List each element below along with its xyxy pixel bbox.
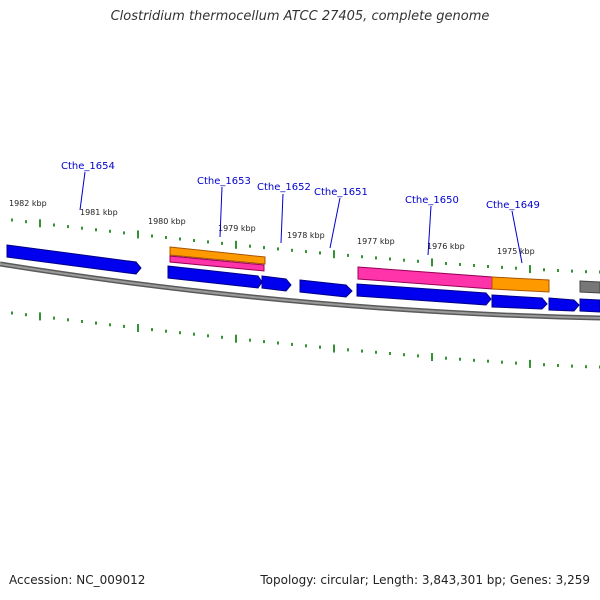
kbp-label-1975: 1975 kbp <box>497 247 535 256</box>
cds-arrow-next-1[interactable] <box>548 297 580 312</box>
kbp-label-1981: 1981 kbp <box>80 208 118 217</box>
gene-label-cthe-1654[interactable]: Cthe_1654 <box>61 161 115 172</box>
cds-arrow-cthe-1650[interactable] <box>356 283 492 306</box>
rna-feature-pink-cthe-1653[interactable] <box>169 255 265 272</box>
cds-arrow-cthe-1649[interactable] <box>491 294 548 310</box>
leader-cthe-1653 <box>219 186 223 238</box>
gene-label-cthe-1649[interactable]: Cthe_1649 <box>486 200 540 211</box>
kbp-label-1980: 1980 kbp <box>148 217 186 226</box>
genome-summary: Topology: circular; Length: 3,843,301 bp… <box>260 573 590 587</box>
cds-arrow-cthe-1651[interactable] <box>299 279 353 298</box>
leader-cthe-1651 <box>329 197 341 249</box>
outer-tick-marks <box>11 218 600 274</box>
gene-feature-orange-cthe-1649[interactable] <box>491 276 550 293</box>
gene-label-cthe-1652[interactable]: Cthe_1652 <box>257 182 311 193</box>
kbp-label-1976: 1976 kbp <box>427 242 465 251</box>
kbp-label-1977: 1977 kbp <box>357 237 395 246</box>
inner-tick-marks <box>11 311 600 369</box>
gene-feature-gray[interactable] <box>579 280 600 294</box>
gene-label-cthe-1653[interactable]: Cthe_1653 <box>197 176 251 187</box>
gene-label-cthe-1650[interactable]: Cthe_1650 <box>405 195 459 206</box>
leader-cthe-1650 <box>427 205 432 256</box>
kbp-label-1978: 1978 kbp <box>287 231 325 240</box>
page-title: Clostridium thermocellum ATCC 27405, com… <box>110 9 490 24</box>
kbp-label-1979: 1979 kbp <box>218 224 256 233</box>
leader-cthe-1649 <box>511 210 523 264</box>
cds-arrow-next-2[interactable] <box>579 298 600 313</box>
leader-cthe-1654 <box>79 171 86 211</box>
cds-arrow-cthe-1653[interactable] <box>167 265 263 289</box>
genome-backbone-highlight <box>0 263 600 319</box>
cds-arrow-cthe-1652[interactable] <box>261 275 292 292</box>
leader-cthe-1652 <box>280 193 284 244</box>
gene-label-cthe-1651[interactable]: Cthe_1651 <box>314 187 368 198</box>
accession-label: Accession: NC_009012 <box>9 573 146 587</box>
cds-arrow-cthe-1654[interactable] <box>6 244 142 275</box>
gene-feature-orange-cthe-1653[interactable] <box>169 246 266 265</box>
kbp-label-1982: 1982 kbp <box>9 199 47 208</box>
